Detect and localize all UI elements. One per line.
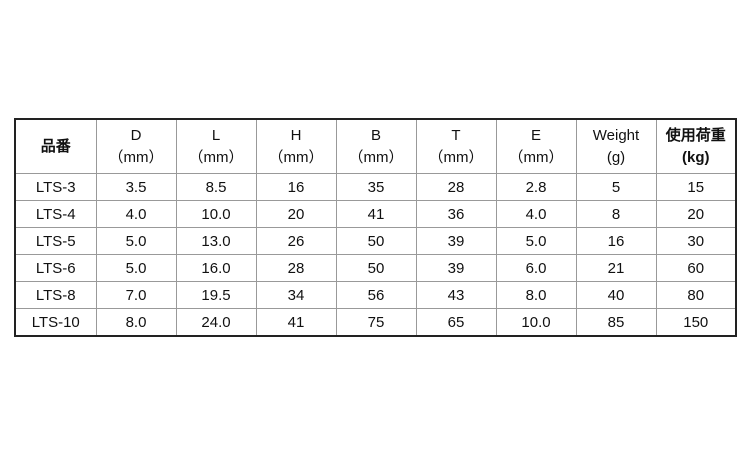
table-cell: 13.0 [175, 227, 257, 255]
table-cell: 50 [335, 227, 417, 255]
header-unit: (kg) [682, 148, 710, 166]
table-cell: 85 [575, 308, 657, 337]
table-cell: 8 [575, 200, 657, 228]
column-header: Weight (g) [575, 118, 657, 174]
table-cell: 20 [655, 200, 737, 228]
column-header: B （mm） [335, 118, 417, 174]
header-unit: （mm） [108, 148, 164, 166]
table-cell: 16 [255, 173, 337, 201]
table-cell: 15 [655, 173, 737, 201]
table-cell: 2.8 [495, 173, 577, 201]
table-cell: 36 [415, 200, 497, 228]
spec-table: 品番 D （mm） L （mm） H （mm） B （mm） T （mm） E （mm） Weight (g… [14, 118, 737, 337]
table-cell: 3.5 [95, 173, 177, 201]
header-unit: （mm） [188, 148, 244, 166]
table-cell: 41 [335, 200, 417, 228]
table-cell: 26 [255, 227, 337, 255]
header-unit: （mm） [428, 148, 484, 166]
column-header: L （mm） [175, 118, 257, 174]
table-row: LTS-4 4.0 10.0 20 41 36 4.0 8 20 [14, 200, 737, 228]
table-cell: 7.0 [95, 281, 177, 309]
header-unit: (g) [606, 148, 626, 166]
table-cell: 28 [415, 173, 497, 201]
table-cell: 16.0 [175, 254, 257, 282]
table-cell: LTS-10 [14, 308, 97, 337]
header-name: T [451, 126, 461, 144]
column-header: H （mm） [255, 118, 337, 174]
table-cell: 5 [575, 173, 657, 201]
column-header: 品番 [14, 118, 97, 174]
table-cell: 40 [575, 281, 657, 309]
column-header: T （mm） [415, 118, 497, 174]
table-cell: 8.0 [495, 281, 577, 309]
table-cell: 56 [335, 281, 417, 309]
table-cell: LTS-5 [14, 227, 97, 255]
table-cell: 34 [255, 281, 337, 309]
table-cell: 28 [255, 254, 337, 282]
table-cell: 5.0 [95, 227, 177, 255]
header-name: E [530, 126, 541, 144]
table-cell: 16 [575, 227, 657, 255]
table-cell: 65 [415, 308, 497, 337]
table-cell: 5.0 [95, 254, 177, 282]
table-cell: 39 [415, 254, 497, 282]
header-unit: （mm） [508, 148, 564, 166]
table-cell: 10.0 [175, 200, 257, 228]
table-cell: 24.0 [175, 308, 257, 337]
table-row: LTS-5 5.0 13.0 26 50 39 5.0 16 30 [14, 227, 737, 255]
table-row: LTS-3 3.5 8.5 16 35 28 2.8 5 15 [14, 173, 737, 201]
header-name: 品番 [40, 137, 71, 155]
header-row: 品番 D （mm） L （mm） H （mm） B （mm） T （mm） E （mm） Weight (g… [14, 118, 737, 174]
table-row: LTS-8 7.0 19.5 34 56 43 8.0 40 80 [14, 281, 737, 309]
table-cell: 10.0 [495, 308, 577, 337]
header-unit: （mm） [348, 148, 404, 166]
table-cell: 6.0 [495, 254, 577, 282]
table-cell: 4.0 [95, 200, 177, 228]
table-cell: 80 [655, 281, 737, 309]
table-cell: 30 [655, 227, 737, 255]
table-cell: LTS-6 [14, 254, 97, 282]
table-cell: 50 [335, 254, 417, 282]
table-cell: 4.0 [495, 200, 577, 228]
table-cell: 8.5 [175, 173, 257, 201]
table-cell: LTS-8 [14, 281, 97, 309]
header-name: Weight [592, 126, 640, 144]
header-name: B [370, 126, 381, 144]
header-name: H [290, 126, 302, 144]
table-cell: 5.0 [495, 227, 577, 255]
table-cell: LTS-4 [14, 200, 97, 228]
table-cell: LTS-3 [14, 173, 97, 201]
header-name: D [130, 126, 142, 144]
column-header: 使用荷重 (kg) [655, 118, 737, 174]
header-unit: （mm） [268, 148, 324, 166]
column-header: E （mm） [495, 118, 577, 174]
column-header: D （mm） [95, 118, 177, 174]
table-row: LTS-10 8.0 24.0 41 75 65 10.0 85 150 [14, 308, 737, 337]
table-cell: 60 [655, 254, 737, 282]
table-cell: 39 [415, 227, 497, 255]
table-cell: 21 [575, 254, 657, 282]
header-name: 使用荷重 [665, 126, 726, 144]
table-row: LTS-6 5.0 16.0 28 50 39 6.0 21 60 [14, 254, 737, 282]
table-cell: 19.5 [175, 281, 257, 309]
table-cell: 43 [415, 281, 497, 309]
table-cell: 8.0 [95, 308, 177, 337]
header-name: L [211, 126, 221, 144]
table-cell: 35 [335, 173, 417, 201]
table-cell: 150 [655, 308, 737, 337]
table-cell: 41 [255, 308, 337, 337]
table-cell: 75 [335, 308, 417, 337]
table-cell: 20 [255, 200, 337, 228]
